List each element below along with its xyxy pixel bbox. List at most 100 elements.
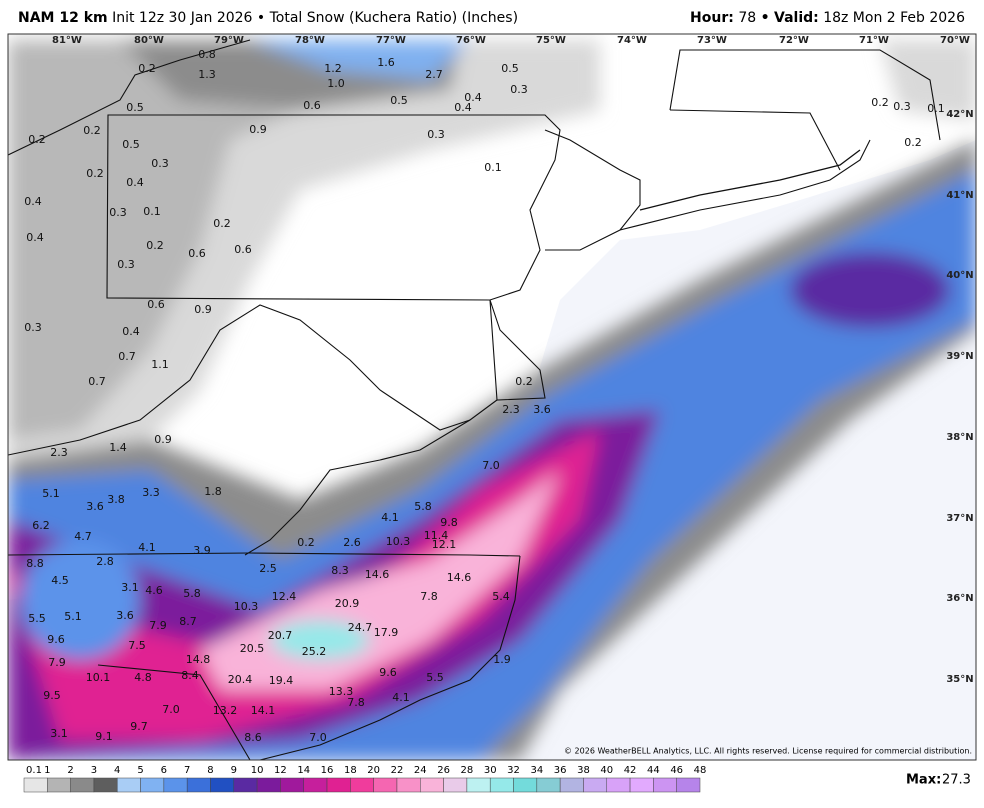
longitude-label: 77°W	[376, 35, 406, 46]
snow-amount: 14.8	[186, 653, 211, 666]
snow-amount: 0.4	[454, 101, 472, 114]
snow-amount: 4.6	[145, 584, 163, 597]
colorbar-cell	[210, 777, 235, 793]
snow-amount: 1.1	[151, 358, 169, 371]
colorbar-cell	[303, 777, 328, 793]
colorbar-tick-label: 22	[391, 765, 404, 776]
colorbar-tick-label: 44	[647, 765, 660, 776]
longitude-label: 70°W	[940, 35, 970, 46]
snow-amount: 9.5	[43, 689, 61, 702]
snow-amount: 0.2	[138, 62, 156, 75]
snow-amount: 1.4	[109, 441, 127, 454]
snow-amount: 7.9	[48, 656, 66, 669]
colorbar-tick-label: 46	[670, 765, 683, 776]
snow-amount: 8.3	[331, 564, 349, 577]
valid-label: Valid:	[774, 10, 819, 26]
colorbar-tick-label: 36	[554, 765, 567, 776]
snow-amount: 24.7	[348, 621, 373, 634]
snow-amount: 0.6	[234, 243, 252, 256]
colorbar-cell	[350, 777, 374, 793]
colorbar-cell	[373, 777, 398, 793]
snow-amount: 0.5	[126, 101, 144, 114]
colorbar-tick-label: 7	[184, 765, 190, 776]
snow-amount: 3.6	[533, 403, 551, 416]
snow-amount: 7.9	[149, 619, 167, 632]
colorbar-cell	[513, 777, 538, 793]
snow-amount: 0.1	[143, 205, 161, 218]
snow-amount: 0.2	[297, 536, 315, 549]
colorbar-tick-label: 42	[624, 765, 637, 776]
snow-amount: 3.1	[50, 727, 68, 740]
snow-amount: 17.9	[374, 626, 399, 639]
snow-amount: 12.1	[432, 538, 457, 551]
latitude-label: 37°N	[946, 513, 973, 524]
title: NAM 12 km Init 12z 30 Jan 2026 • Total S…	[18, 10, 518, 26]
snow-amount: 12.4	[272, 590, 297, 603]
latitude-label: 36°N	[946, 593, 973, 604]
snow-amount: 3.6	[116, 609, 134, 622]
snow-amount: 6.2	[32, 519, 50, 532]
snow-amount: 3.1	[121, 581, 139, 594]
snow-amount: 0.5	[122, 138, 140, 151]
colorbar-cell	[140, 777, 165, 793]
snow-amount: 4.1	[138, 541, 156, 554]
snow-amount: 9.7	[130, 720, 148, 733]
snow-amount: 13.2	[213, 704, 238, 717]
latitude-label: 40°N	[946, 270, 973, 281]
sep: •	[256, 10, 266, 26]
snow-amount: 2.8	[96, 555, 114, 568]
colorbar-cell	[396, 777, 421, 793]
colorbar-cell	[93, 777, 118, 793]
snow-amount: 8.4	[181, 669, 199, 682]
longitude-label: 78°W	[295, 35, 325, 46]
snow-amount: 0.3	[893, 100, 911, 113]
snow-amount: 0.6	[303, 99, 321, 112]
latitude-label: 35°N	[946, 674, 973, 685]
long-island	[639, 149, 861, 211]
snow-amount: 3.6	[86, 500, 104, 513]
snow-amount: 0.2	[904, 136, 922, 149]
colorbar-cell	[420, 777, 444, 793]
snow-amount: 0.9	[154, 433, 172, 446]
colorbar-tick-label: 8	[207, 765, 213, 776]
sep: •	[760, 10, 770, 26]
latitude-label: 39°N	[946, 351, 973, 362]
colorbar-tick-label: 10	[251, 765, 264, 776]
snow-amount: 0.7	[118, 350, 136, 363]
snow-amount: 5.8	[183, 587, 201, 600]
colorbar-tick-label: 12	[274, 765, 287, 776]
snow-amount: 0.2	[86, 167, 104, 180]
boundaries	[8, 39, 941, 760]
product: Total Snow (Kuchera Ratio) (Inches)	[269, 10, 519, 26]
colorbar-cell	[163, 777, 188, 793]
snow-amount: 0.3	[510, 83, 528, 96]
snow-amount: 1.0	[327, 77, 345, 90]
colorbar-cell	[583, 777, 608, 793]
latitude-label: 42°N	[946, 109, 973, 120]
snow-amount: 0.2	[146, 239, 164, 252]
snow-amount: 8.7	[179, 615, 197, 628]
colorbar-tick-label: 1	[44, 765, 50, 776]
snow-amount: 7.8	[420, 590, 438, 603]
colorbar-cell	[256, 777, 281, 793]
colorbar-tick-label: 34	[530, 765, 543, 776]
snow-amount: 0.4	[464, 91, 482, 104]
valid: 18z Mon 2 Feb 2026	[823, 10, 965, 26]
longitude-label: 72°W	[779, 35, 809, 46]
longitude-label: 76°W	[456, 35, 486, 46]
snow-amount: 2.7	[425, 68, 443, 81]
snow-amount: 0.7	[88, 375, 106, 388]
colorbar-cell	[70, 777, 95, 793]
snow-amount: 5.4	[492, 590, 510, 603]
colorbar-tick-label: 20	[367, 765, 380, 776]
snow-amount: 2.6	[343, 536, 361, 549]
colorbar-tick-label: 3	[91, 765, 97, 776]
snow-amount: 1.2	[324, 62, 342, 75]
colorbar-tick-label: 0.1	[26, 765, 42, 776]
colorbar-cell	[186, 777, 211, 793]
snow-amount: 0.2	[213, 217, 231, 230]
colorbar-tick-label: 30	[484, 765, 497, 776]
snow-amount: 5.1	[42, 487, 60, 500]
colorbar-cell	[326, 777, 351, 793]
